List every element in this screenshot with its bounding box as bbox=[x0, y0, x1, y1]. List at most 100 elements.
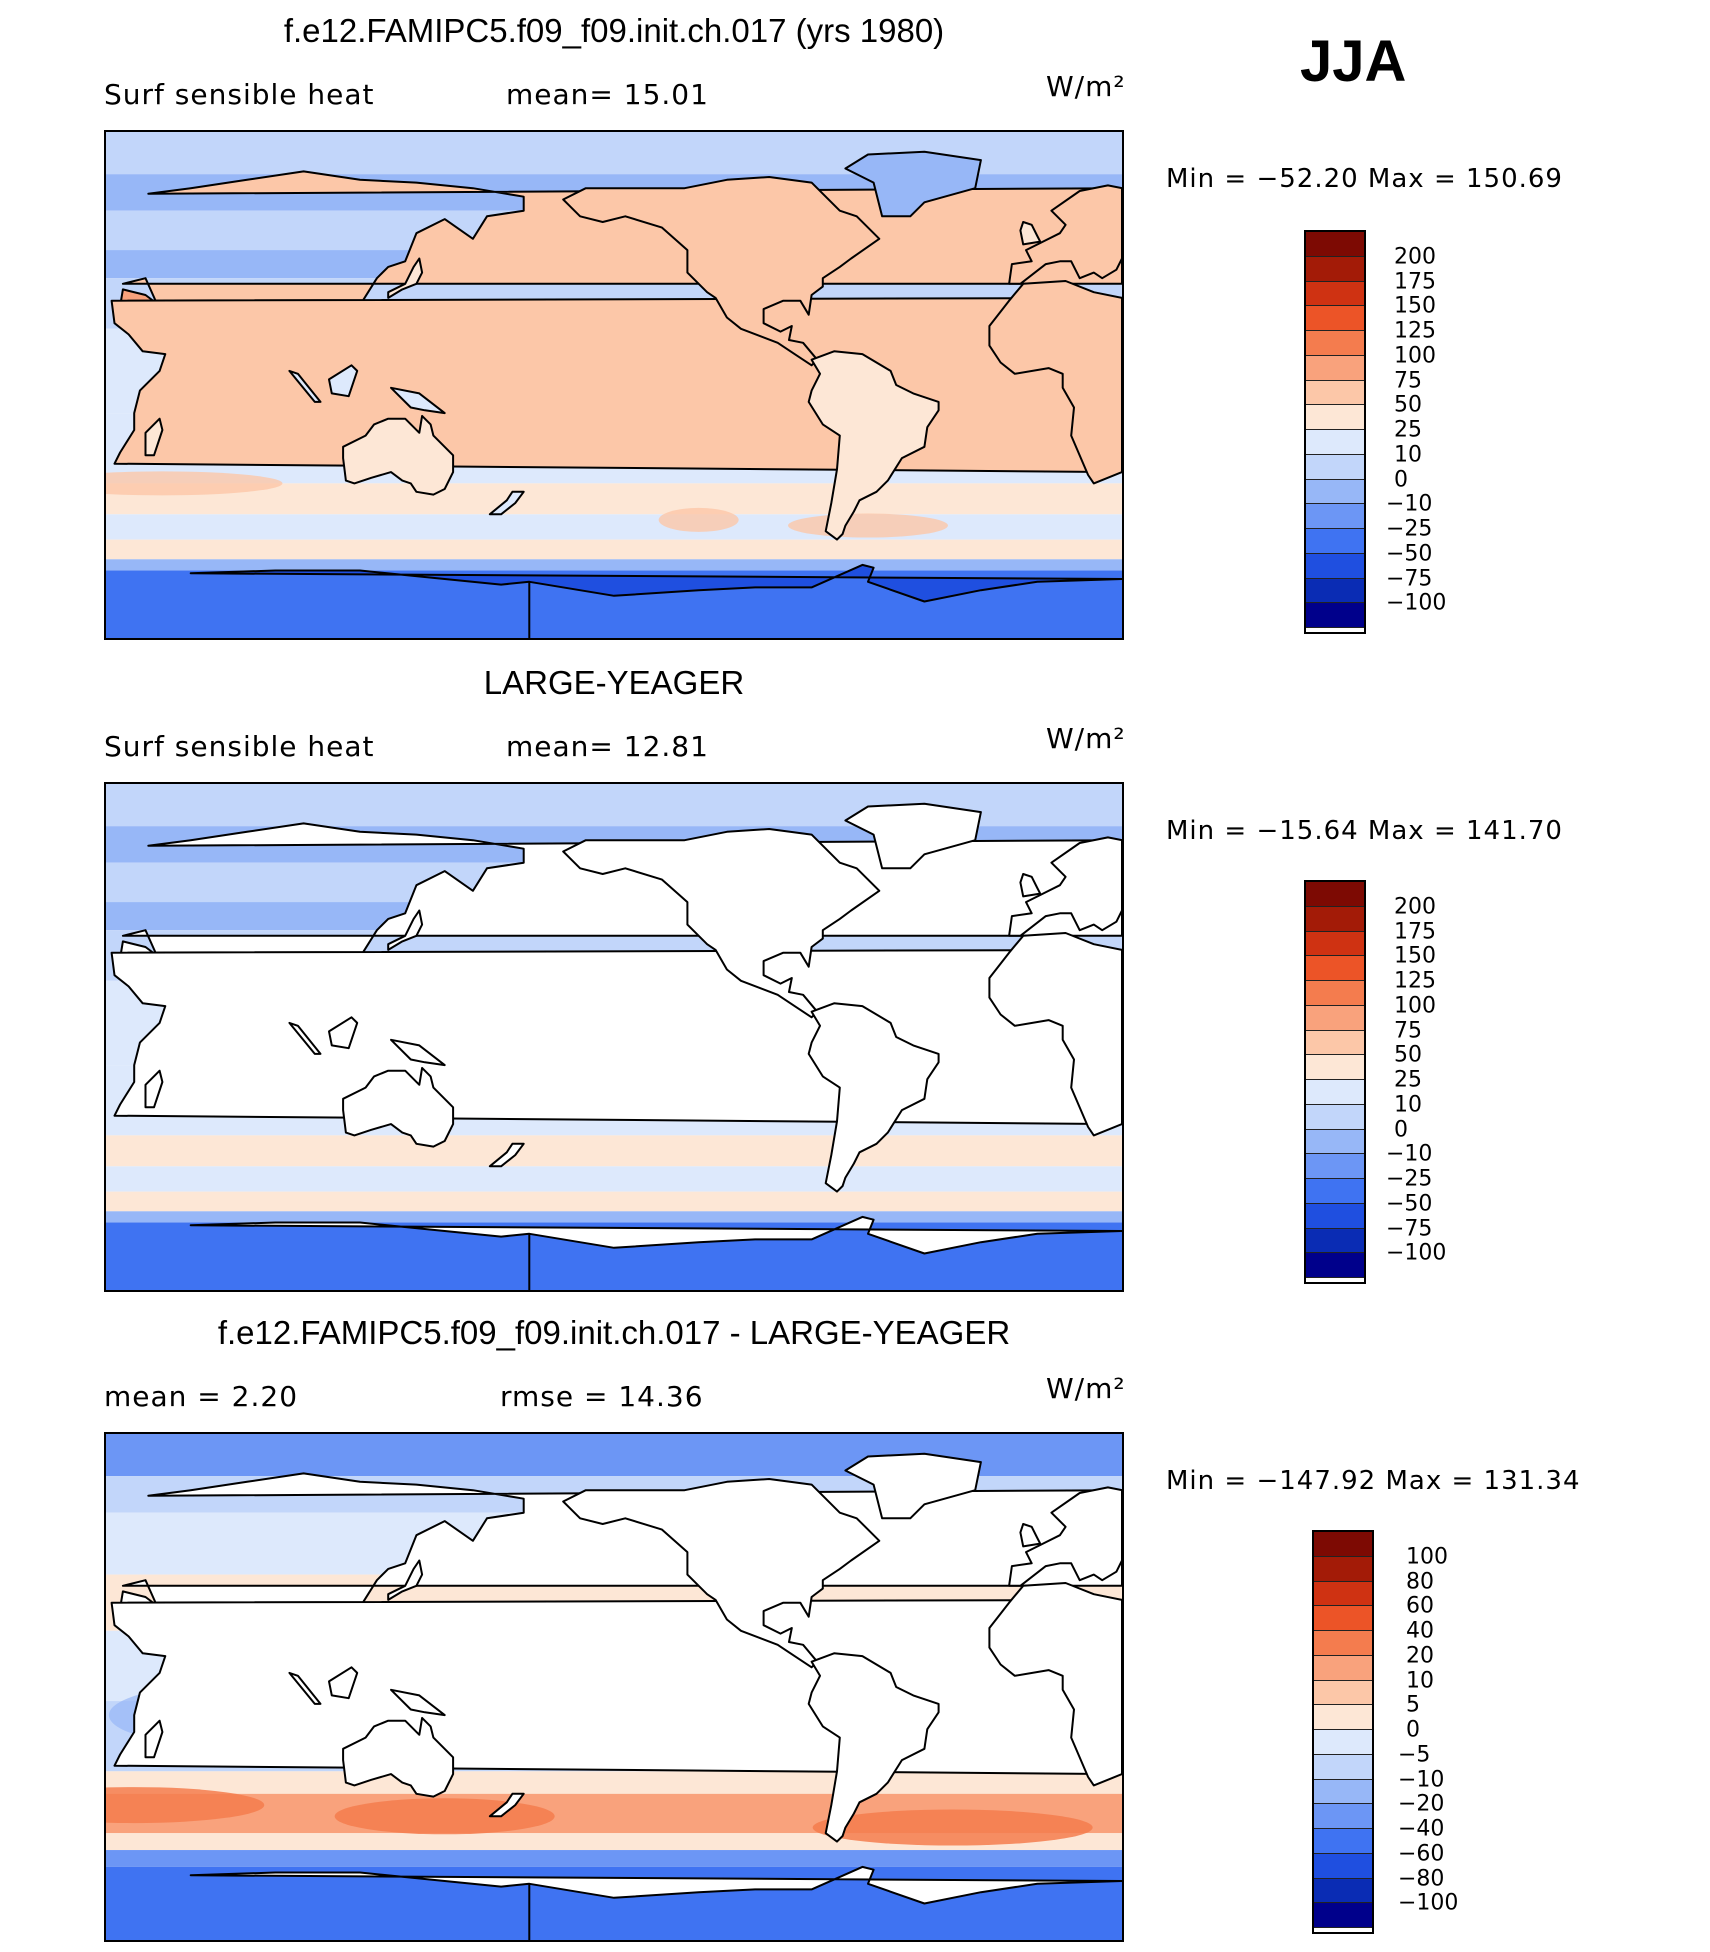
land-japan bbox=[387, 1559, 424, 1601]
land-south-america bbox=[807, 1002, 940, 1193]
land-borneo bbox=[328, 364, 359, 398]
colorbar-segment bbox=[1314, 1581, 1372, 1607]
land-north-america bbox=[562, 176, 881, 367]
colorbar-tick-label: −100 bbox=[1398, 1890, 1459, 1916]
colorbar-segment bbox=[1306, 1104, 1364, 1130]
ocean-band bbox=[106, 1166, 1122, 1192]
colorbar-tick-label: 25 bbox=[1394, 417, 1422, 443]
land-north-america bbox=[562, 1478, 881, 1669]
panel-1-map bbox=[104, 130, 1124, 640]
colorbar-segment bbox=[1306, 1253, 1364, 1278]
colorbar-tick-label: 175 bbox=[1394, 269, 1436, 294]
land-new-zealand bbox=[488, 490, 525, 516]
colorbar-tick-label: −25 bbox=[1386, 1166, 1433, 1192]
land-north-america bbox=[562, 828, 881, 1019]
colorbar-tick-label: −75 bbox=[1386, 566, 1433, 591]
ocean-band bbox=[106, 1771, 1122, 1794]
land-borneo bbox=[328, 1666, 359, 1700]
panel-3-field bbox=[106, 1434, 1122, 1940]
colorbar-segment bbox=[1314, 1655, 1372, 1681]
colorbar-segment bbox=[1306, 479, 1364, 505]
colorbar-segment bbox=[1306, 1203, 1364, 1229]
panel-3-rmse-label: rmse = 14.36 bbox=[500, 1380, 704, 1413]
colorbar-segment bbox=[1306, 1005, 1364, 1031]
colorbar-tick-label: −80 bbox=[1398, 1866, 1445, 1891]
colorbar-segment bbox=[1306, 256, 1364, 282]
colorbar-segment bbox=[1314, 1532, 1372, 1557]
land-africa-east bbox=[110, 1598, 1122, 1776]
land-uk bbox=[1019, 873, 1042, 898]
colorbar-tick-label: 0 bbox=[1394, 467, 1408, 492]
panel-2-variable-label: Surf sensible heat bbox=[104, 730, 375, 763]
land-new-guinea bbox=[390, 1038, 446, 1067]
panel-3-colorbar bbox=[1312, 1530, 1374, 1934]
panel-2-colorbar-labels: 200 175 150 125 100 75 50 25 10 0 −10 −25 −50 −75 −100 bbox=[1386, 880, 1506, 1284]
colorbar-tick-label: 75 bbox=[1394, 1018, 1422, 1043]
colorbar-tick-label: −50 bbox=[1386, 541, 1433, 567]
land-sumatra bbox=[288, 1671, 322, 1705]
colorbar-tick-label: −25 bbox=[1386, 516, 1433, 542]
colorbar-tick-label: −40 bbox=[1398, 1816, 1445, 1842]
panel-2-minmax: Min = −15.64 Max = 141.70 bbox=[1166, 816, 1563, 846]
colorbar-segment bbox=[1314, 1556, 1372, 1582]
land-borneo bbox=[328, 1016, 359, 1050]
colorbar-tick-label: −10 bbox=[1386, 1141, 1433, 1167]
colorbar-segment bbox=[1314, 1829, 1372, 1854]
colorbar-tick-label: −50 bbox=[1386, 1191, 1433, 1217]
colorbar-tick-label: −100 bbox=[1386, 1240, 1447, 1266]
colorbar-tick-label: 0 bbox=[1394, 1117, 1408, 1142]
land-greenland bbox=[844, 1452, 982, 1520]
land-australia bbox=[342, 1716, 455, 1798]
colorbar-tick-label: 20 bbox=[1406, 1643, 1434, 1669]
panel-3-units: W/m² bbox=[1046, 1372, 1126, 1405]
land-africa-west bbox=[988, 1582, 1122, 1787]
colorbar-segment bbox=[1306, 281, 1364, 307]
colorbar-segment bbox=[1306, 504, 1364, 529]
colorbar-tick-label: 100 bbox=[1394, 343, 1436, 369]
colorbar-tick-label: −100 bbox=[1386, 590, 1447, 616]
land-new-zealand bbox=[488, 1792, 525, 1818]
colorbar-tick-label: 200 bbox=[1394, 244, 1436, 270]
ocean-band bbox=[106, 559, 1122, 571]
land-africa-west bbox=[988, 280, 1122, 485]
colorbar-tick-label: −10 bbox=[1398, 1767, 1445, 1792]
colorbar-tick-label: −75 bbox=[1386, 1216, 1433, 1241]
ocean-patch bbox=[106, 1787, 265, 1824]
ocean-band bbox=[106, 1191, 1122, 1212]
land-africa-east bbox=[110, 296, 1122, 474]
colorbar-segment bbox=[1314, 1631, 1372, 1656]
panel-2-colorbar bbox=[1304, 880, 1366, 1284]
colorbar-tick-label: 25 bbox=[1394, 1067, 1422, 1093]
panel-3-colorbar-labels: 100 80 60 40 20 10 5 0 −5 −10 −20 −40 −60 −80 −100 bbox=[1398, 1530, 1518, 1934]
colorbar-segment bbox=[1306, 906, 1364, 932]
colorbar-segment bbox=[1306, 931, 1364, 957]
land-new-guinea bbox=[390, 386, 446, 415]
colorbar-tick-label: 80 bbox=[1406, 1569, 1434, 1594]
colorbar-segment bbox=[1314, 1680, 1372, 1706]
colorbar-segment bbox=[1306, 331, 1364, 356]
land-antarctica bbox=[189, 1215, 1122, 1290]
ocean-band bbox=[106, 514, 1122, 540]
colorbar-tick-label: 40 bbox=[1406, 1618, 1434, 1644]
colorbar-segment bbox=[1306, 981, 1364, 1006]
land-madagascar bbox=[144, 1719, 164, 1759]
colorbar-tick-label: 0 bbox=[1406, 1717, 1420, 1743]
panel-1-minmax: Min = −52.20 Max = 150.69 bbox=[1166, 164, 1563, 194]
land-sumatra bbox=[288, 369, 322, 403]
season-label: JJA bbox=[1300, 29, 1407, 94]
ocean-band bbox=[106, 1211, 1122, 1223]
ocean-patch bbox=[788, 513, 948, 538]
colorbar-tick-label: −60 bbox=[1398, 1841, 1445, 1867]
land-europe bbox=[1008, 184, 1122, 285]
colorbar-segment bbox=[1306, 882, 1364, 907]
colorbar-segment bbox=[1306, 1080, 1364, 1105]
land-madagascar bbox=[144, 1069, 164, 1109]
colorbar-segment bbox=[1306, 1154, 1364, 1179]
colorbar-segment bbox=[1306, 1129, 1364, 1155]
land-new-guinea bbox=[390, 1688, 446, 1717]
colorbar-segment bbox=[1314, 1705, 1372, 1730]
colorbar-segment bbox=[1306, 1030, 1364, 1056]
colorbar-tick-label: 200 bbox=[1394, 894, 1436, 920]
land-antarctica bbox=[189, 563, 1122, 638]
colorbar-segment bbox=[1306, 405, 1364, 430]
